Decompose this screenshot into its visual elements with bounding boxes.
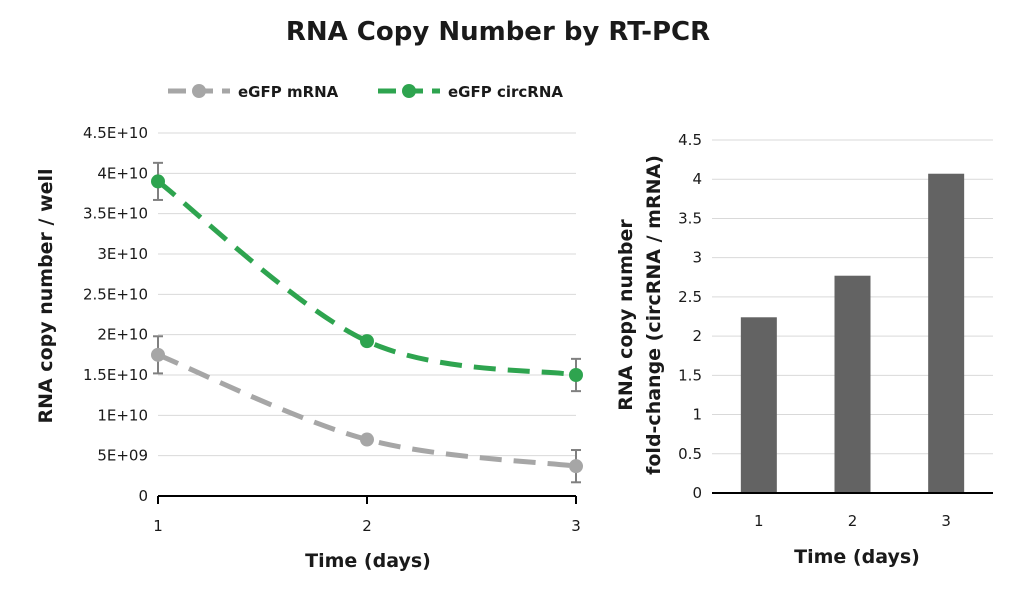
line-y-tick-label: 2.5E+10	[83, 285, 148, 303]
data-point	[360, 432, 374, 447]
line-chart-x-ticks: 1 2 3	[153, 496, 581, 535]
bar-chart: 0 0.5 1 1.5 2 2.5 3 3.5 4 4.5 1 2 3 Time (days) RNA…	[615, 131, 993, 568]
bar-chart-y-axis-title-line1: RNA copy number	[615, 219, 637, 411]
bar	[740, 317, 777, 493]
series-line	[156, 179, 577, 378]
line-x-tick-label: 3	[571, 517, 581, 535]
line-y-tick-label: 1.5E+10	[83, 366, 148, 384]
bar-x-tick-label: 3	[941, 512, 951, 530]
bar-y-tick-label: 1	[692, 406, 702, 424]
line-chart-series	[151, 161, 583, 484]
legend-marker-circrna	[402, 84, 416, 98]
data-point	[151, 174, 165, 189]
bar-y-tick-label: 4.5	[678, 131, 702, 149]
bar-y-tick-label: 4	[692, 170, 702, 188]
legend-item-mrna: eGFP mRNA	[168, 83, 339, 101]
line-x-tick-label: 2	[362, 517, 372, 535]
bar-chart-x-axis-title: Time (days)	[794, 546, 920, 568]
line-x-tick-label: 1	[153, 517, 163, 535]
bar-chart-bars	[740, 173, 965, 493]
bar-chart-x-ticks: 1 2 3	[754, 512, 951, 530]
chart-title: RNA Copy Number by RT-PCR	[286, 17, 710, 47]
bar-y-tick-label: 3	[692, 249, 702, 267]
bar-chart-y-axis-title-line2: fold-change (circRNA / mRNA)	[643, 155, 665, 475]
data-point	[360, 334, 374, 349]
bar-chart-y-ticks: 0 0.5 1 1.5 2 2.5 3 3.5 4 4.5	[678, 131, 702, 502]
legend-item-circrna: eGFP circRNA	[378, 83, 563, 101]
legend-label-mrna: eGFP mRNA	[238, 83, 339, 101]
line-chart-gridlines	[158, 132, 576, 457]
bar-y-tick-label: 2.5	[678, 288, 702, 306]
data-point	[151, 347, 165, 362]
line-y-tick-label: 2E+10	[97, 326, 148, 344]
data-point	[569, 459, 583, 474]
bar-y-tick-label: 3.5	[678, 209, 702, 227]
bar-y-tick-label: 0.5	[678, 445, 702, 463]
bar-x-tick-label: 1	[754, 512, 764, 530]
line-chart-y-ticks: 0 5E+09 1E+10 1.5E+10 2E+10 2.5E+10 3E+10 3.5E+…	[83, 124, 148, 505]
line-y-tick-label: 0	[138, 487, 148, 505]
bar	[928, 173, 965, 493]
line-y-tick-label: 1E+10	[97, 406, 148, 424]
bar-y-tick-label: 0	[692, 484, 702, 502]
legend-marker-mrna	[192, 84, 206, 98]
legend-label-circrna: eGFP circRNA	[448, 83, 563, 101]
bar-y-tick-label: 1.5	[678, 366, 702, 384]
line-chart-legend: eGFP mRNA eGFP circRNA	[168, 83, 563, 101]
bar-x-tick-label: 2	[848, 512, 858, 530]
line-series-circrna	[151, 161, 583, 393]
bar-y-tick-label: 2	[692, 327, 702, 345]
line-y-tick-label: 4E+10	[97, 164, 148, 182]
line-series-mrna	[151, 335, 583, 484]
line-y-tick-label: 5E+09	[97, 447, 148, 465]
line-y-tick-label: 3E+10	[97, 245, 148, 263]
line-chart: 0 5E+09 1E+10 1.5E+10 2E+10 2.5E+10 3E+10 3.5E+…	[35, 124, 583, 572]
data-point	[569, 368, 583, 382]
line-y-tick-label: 4.5E+10	[83, 124, 148, 142]
bar	[834, 275, 871, 493]
line-chart-x-axis-title: Time (days)	[305, 550, 431, 572]
line-y-tick-label: 3.5E+10	[83, 205, 148, 223]
line-chart-y-axis-title: RNA copy number / well	[35, 168, 57, 423]
